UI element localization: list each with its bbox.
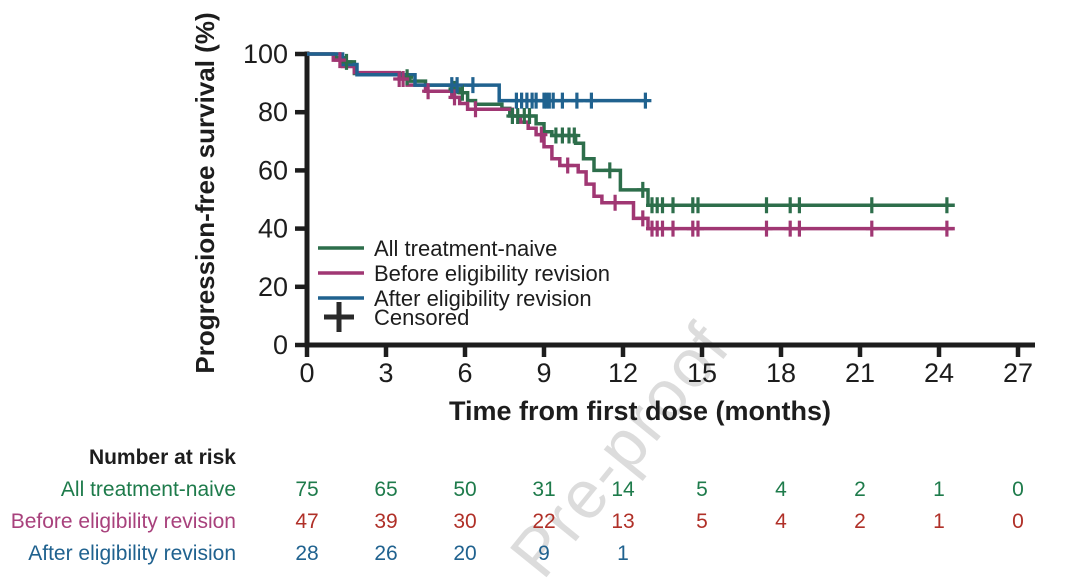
censor-mark-all-treatment-naive bbox=[523, 108, 536, 124]
censor-mark-all-treatment-naive bbox=[793, 197, 806, 214]
risk-value: 30 bbox=[453, 510, 477, 533]
axes-layer: 0 20 40 60 80 100 0 3 6 9 12 15 18 21 24 27 bbox=[243, 39, 1035, 388]
censor-mark-before-eligibility-revision bbox=[940, 220, 953, 237]
y-tick-label: 60 bbox=[258, 155, 288, 185]
risk-value: 26 bbox=[374, 542, 398, 565]
risk-value: 1 bbox=[933, 510, 945, 533]
y-tick-label: 40 bbox=[258, 214, 288, 244]
censor-marks-layer bbox=[333, 52, 953, 237]
censor-mark-all-treatment-naive bbox=[760, 197, 773, 214]
censor-mark-before-eligibility-revision bbox=[667, 220, 679, 237]
x-tick-label: 3 bbox=[378, 358, 393, 388]
risk-value: 22 bbox=[532, 510, 556, 533]
censor-mark-all-treatment-naive bbox=[692, 197, 704, 214]
censor-mark-after-eligibility-revision bbox=[570, 92, 583, 109]
censor-mark-before-eligibility-revision bbox=[692, 220, 704, 237]
risk-value: 39 bbox=[374, 510, 398, 533]
risk-value: 0 bbox=[1012, 510, 1024, 533]
y-tick-label: 100 bbox=[243, 39, 288, 69]
censor-mark-all-treatment-naive bbox=[940, 197, 953, 214]
censor-mark-all-treatment-naive bbox=[568, 127, 581, 144]
censor-mark-all-treatment-naive bbox=[636, 181, 649, 198]
x-tick-label: 24 bbox=[924, 358, 954, 388]
censor-mark-all-treatment-naive bbox=[667, 197, 679, 214]
censor-mark-before-eligibility-revision bbox=[636, 210, 649, 227]
risk-value: 5 bbox=[696, 510, 708, 533]
censor-mark-before-eligibility-revision bbox=[535, 126, 548, 143]
censor-mark-all-treatment-naive bbox=[865, 197, 878, 214]
risk-value: 4 bbox=[775, 478, 787, 501]
risk-value: 65 bbox=[374, 478, 398, 501]
y-tick-label: 0 bbox=[273, 330, 288, 360]
censor-mark-before-eligibility-revision bbox=[760, 220, 773, 237]
censor-mark-after-eligibility-revision bbox=[466, 77, 479, 94]
risk-row-label-all-treatment-naive: All treatment-naive bbox=[60, 478, 236, 501]
censor-mark-before-eligibility-revision bbox=[561, 157, 574, 174]
legend-label-before-eligibility-revision: Before eligibility revision bbox=[374, 261, 610, 286]
censor-mark-all-treatment-naive bbox=[340, 53, 353, 70]
x-tick-label: 0 bbox=[299, 358, 314, 388]
legend-label-all-treatment-naive: All treatment-naive bbox=[374, 236, 557, 261]
x-tick-label: 15 bbox=[687, 358, 717, 388]
risk-value: 2 bbox=[854, 478, 866, 501]
risk-value: 1 bbox=[617, 542, 629, 565]
risk-row-label-before-eligibility-revision: Before eligibility revision bbox=[10, 510, 236, 533]
censor-mark-before-eligibility-revision bbox=[422, 83, 435, 100]
y-tick-label: 20 bbox=[258, 272, 288, 302]
risk-value: 4 bbox=[775, 510, 787, 533]
censor-mark-after-eligibility-revision bbox=[639, 92, 652, 109]
risk-value: 0 bbox=[1012, 478, 1024, 501]
censor-mark-before-eligibility-revision bbox=[397, 71, 410, 87]
km-curve-after-eligibility-revision bbox=[307, 52, 647, 103]
risk-value: 14 bbox=[611, 478, 635, 501]
risk-value: 2 bbox=[854, 510, 866, 533]
censor-mark-before-eligibility-revision bbox=[469, 101, 482, 118]
legend-label-censored: Censored bbox=[374, 305, 469, 330]
censor-mark-before-eligibility-revision bbox=[793, 220, 806, 237]
x-tick-label: 18 bbox=[766, 358, 796, 388]
risk-value: 5 bbox=[696, 478, 708, 501]
risk-row-label-after-eligibility-revision: After eligibility revision bbox=[28, 542, 236, 565]
censor-mark-all-treatment-naive bbox=[656, 197, 669, 214]
x-tick-label: 21 bbox=[845, 358, 875, 388]
censor-mark-before-eligibility-revision bbox=[656, 220, 669, 237]
y-axis-title: Progression-free survival (%) bbox=[190, 12, 220, 373]
legend-label-after-eligibility-revision: After eligibility revision bbox=[374, 286, 592, 311]
risk-value: 9 bbox=[538, 542, 550, 565]
legend-swatches-layer bbox=[318, 246, 364, 300]
x-tick-label: 12 bbox=[608, 358, 638, 388]
risk-value: 47 bbox=[295, 510, 319, 533]
x-tick-label: 27 bbox=[1003, 358, 1033, 388]
risk-value: 75 bbox=[295, 478, 319, 501]
risk-value: 31 bbox=[532, 478, 556, 501]
censor-mark-after-eligibility-revision bbox=[451, 77, 464, 94]
censor-mark-after-eligibility-revision bbox=[585, 92, 598, 109]
risk-value: 1 bbox=[933, 478, 945, 501]
censor-mark-before-eligibility-revision bbox=[448, 89, 461, 106]
risk-value: 50 bbox=[453, 478, 477, 501]
censor-mark-before-eligibility-revision bbox=[609, 194, 622, 211]
risk-value: 28 bbox=[295, 542, 319, 565]
x-tick-label: 9 bbox=[536, 358, 551, 388]
censored-plus-icon bbox=[324, 302, 354, 332]
x-axis-title: Time from first dose (months) bbox=[449, 396, 831, 426]
risk-value: 13 bbox=[611, 510, 635, 533]
y-tick-label: 80 bbox=[258, 97, 288, 127]
censor-mark-before-eligibility-revision bbox=[333, 52, 346, 69]
risk-table-header: Number at risk bbox=[88, 446, 236, 469]
censor-mark-all-treatment-naive bbox=[603, 162, 616, 179]
censor-mark-before-eligibility-revision bbox=[865, 220, 878, 237]
risk-value: 20 bbox=[453, 542, 477, 565]
censor-mark-after-eligibility-revision bbox=[556, 92, 569, 109]
x-tick-label: 6 bbox=[457, 358, 472, 388]
